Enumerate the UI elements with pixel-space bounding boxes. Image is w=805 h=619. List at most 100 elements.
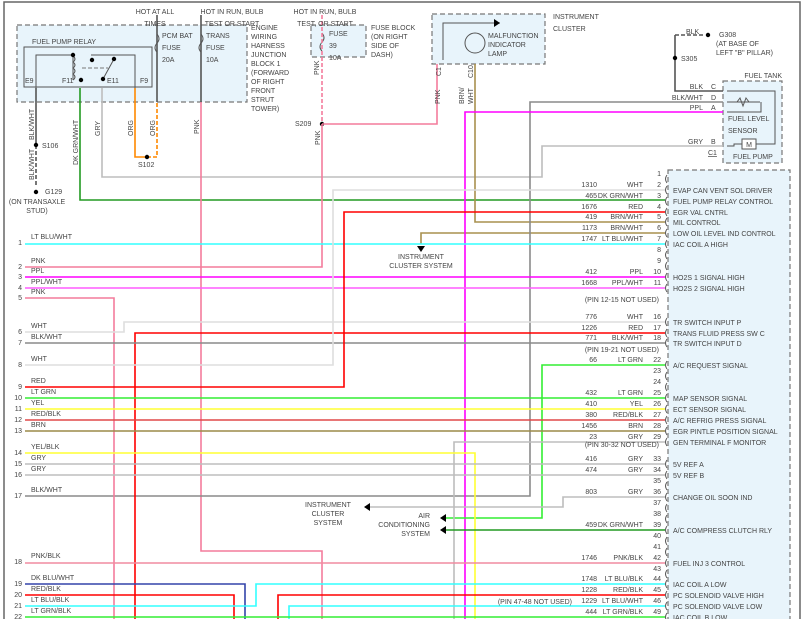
g308-label: G308 [719, 32, 736, 39]
pcm-circuit-number: 1228 [581, 587, 597, 594]
pcm-wire-color: RED [628, 325, 643, 332]
left-connector-wire-label: RED/BLK [31, 586, 61, 593]
fuse-39-label: 10A [329, 55, 342, 62]
g308-wire-label: BLK [686, 29, 700, 36]
c1-pin-label: C1 [436, 67, 443, 76]
pcm-wire-color: LT GRN/BLK [603, 609, 644, 616]
wire [25, 321, 665, 333]
pcm-pin-function: MAP SENSOR SIGNAL [673, 396, 747, 403]
pcm-wire-color: BRN/WHT [610, 214, 643, 221]
junction-block-location: OF RIGHT [251, 79, 285, 86]
pcm-pin-function: TR SWITCH INPUT D [673, 341, 742, 348]
pcm-wire-color: LT GRN [618, 357, 643, 364]
instrument-cluster-system-label-2: INSTRUMENT [305, 502, 352, 509]
pcm-pin-function: PC SOLENOID VALVE LOW [673, 604, 763, 611]
pcm-pin-function: IAC COIL B LOW [673, 615, 728, 619]
wire [79, 88, 665, 201]
wire [25, 101, 723, 497]
connector-pin-icon [665, 207, 668, 217]
pcm-pin-function: FUEL INJ 3 CONTROL [673, 561, 745, 568]
connector-pin-icon [665, 317, 668, 327]
pcm-circuit-number: 412 [585, 269, 597, 276]
pcm-circuit-number: 419 [585, 214, 597, 221]
left-connector-pin-number: 13 [14, 428, 22, 435]
pcm-pin-function: HO2S 2 SIGNAL HIGH [673, 286, 745, 293]
pcm-pin-function: 5V REF B [673, 473, 704, 480]
s305-splice [672, 55, 678, 61]
connector-pin-icon [665, 503, 668, 513]
g308-location: (AT BASE OF [716, 41, 759, 48]
connector-pin-icon [665, 393, 668, 403]
pcm-circuit-number: 1173 [582, 225, 597, 232]
pcm-pin-number: 44 [653, 576, 661, 583]
pcm-pin-number: 41 [653, 544, 661, 551]
junction-block-location: (FORWARD [251, 70, 289, 77]
connector-pin-icon [665, 196, 668, 206]
instrument-cluster-title: INSTRUMENT [553, 14, 600, 21]
pcm-pin-number: 49 [653, 609, 661, 616]
pcm-wire-color: PPL [630, 269, 643, 276]
connector-pin-icon [665, 492, 668, 502]
pcm-wire-color: GRY [628, 456, 643, 463]
pcm-circuit-number: 776 [585, 314, 597, 321]
left-connector-wire-label: RED/BLK [31, 411, 61, 418]
trans-fuse-label: FUSE [206, 45, 225, 52]
pcm-pin-function: TR SWITCH INPUT P [673, 320, 742, 327]
g308-location: LEFT "B" PILLAR) [716, 50, 773, 57]
trans-fuse-label: TRANS [206, 33, 230, 40]
s102-label: S102 [138, 162, 154, 169]
fuel-level-sensor-icon [736, 96, 750, 108]
wire [25, 189, 665, 366]
pcm-pin-function: CHANGE OIL SOON IND [673, 495, 752, 502]
air-conditioning-system-label: CONDITIONING [378, 522, 430, 529]
junction-block-1 [16, 24, 248, 103]
pins-not-used-note: (PIN 19-21 NOT USED) [585, 347, 659, 354]
fuel-tank-title: FUEL TANK [744, 73, 782, 80]
left-connector-pin-number: 22 [14, 614, 22, 619]
pcm-circuit-number: 1748 [581, 576, 597, 583]
pcm-pin-number: 35 [653, 478, 661, 485]
relay-pin-label: E9 [25, 78, 34, 85]
pcm-fuse-out-label: ORG [150, 120, 157, 136]
connector-pin-icon [665, 426, 668, 436]
tank-wiring [727, 90, 776, 145]
g129-ground-icon [33, 189, 39, 195]
fuel-pump-label: FUEL PUMP [733, 154, 773, 161]
pcm-pin-function: MIL CONTROL [673, 220, 721, 227]
air-conditioning-system-label: AIR [418, 513, 430, 520]
pcm-circuit-number: 1746 [581, 555, 597, 562]
instrument-cluster-system-label-2: CLUSTER [312, 511, 345, 518]
pcm-pin-function: IAC COIL A HIGH [673, 242, 728, 249]
s209-label: S209 [295, 121, 311, 128]
pcm-circuit-number: 444 [585, 609, 597, 616]
pcm-circuit-number: 1310 [581, 182, 597, 189]
pcm-pin-number: 6 [657, 225, 661, 232]
lamp-icon [464, 32, 486, 54]
fuse-block-location: (ON RIGHT [371, 34, 408, 41]
pcm-pin-function: FUEL PUMP RELAY CONTROL [673, 199, 773, 206]
pcm-pin-number: 29 [653, 434, 661, 441]
wire [453, 441, 665, 619]
left-connector-wire-label: BLK/WHT [31, 334, 63, 341]
connector-pin-icon [665, 360, 668, 370]
pcm-wire-color: PPL/WHT [612, 280, 644, 287]
instrument-cluster-system-label-2: SYSTEM [314, 520, 343, 527]
arrow-icon [417, 246, 425, 252]
pcm-pin-function: PC SOLENOID VALVE HIGH [673, 593, 764, 600]
pcm-pin-function: EGR VAL CNTRL [673, 210, 728, 217]
pcm-circuit-number: 1226 [581, 325, 597, 332]
left-connector-pin-number: 4 [18, 285, 22, 292]
pcm-pin-function: GEN TERMINAL F MONITOR [673, 440, 766, 447]
pcm-pin-number: 2 [657, 182, 661, 189]
connector-pin-icon [665, 185, 668, 195]
left-connector-wire-label: YEL [31, 400, 44, 407]
left-connector-wire-label: LT GRN/BLK [31, 608, 72, 615]
pcm-wire-color: RED [628, 204, 643, 211]
pcm-wire-color: DK GRN/WHT [598, 193, 644, 200]
pcm-pin-function: LOW OIL LEVEL IND CONTROL [673, 231, 776, 238]
fuse-39-label: 39 [329, 43, 337, 50]
left-connector-pin-number: 19 [14, 581, 22, 588]
wires [25, 15, 723, 619]
relay-node [70, 52, 76, 58]
c10-wire-label: BRN/ [459, 87, 466, 104]
